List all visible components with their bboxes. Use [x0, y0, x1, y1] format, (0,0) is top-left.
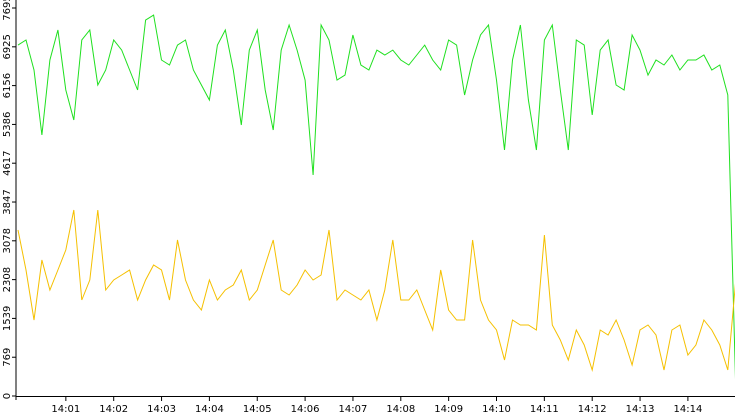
- y-tick-label: 7695: [2, 0, 13, 21]
- y-tick-label: 1539: [2, 306, 13, 331]
- x-tick-label: 14:05: [243, 404, 272, 415]
- x-tick-label: 14:13: [626, 404, 655, 415]
- x-tick-label: 14:11: [530, 404, 559, 415]
- x-tick-label: 14:09: [434, 404, 463, 415]
- x-tick-label: 14:12: [578, 404, 607, 415]
- y-tick-label: 6925: [2, 34, 13, 59]
- y-tick-label: 3847: [2, 189, 13, 214]
- y-tick-label: 6156: [2, 73, 13, 98]
- y-tick-label: 2308: [2, 267, 13, 292]
- x-tick-label: 14:14: [673, 404, 702, 415]
- y-tick-label: 5386: [2, 112, 13, 137]
- x-tick-label: 14:10: [482, 404, 511, 415]
- x-tick-label: 14:08: [386, 404, 415, 415]
- x-tick-label: 14:02: [99, 404, 128, 415]
- x-tick-label: 14:04: [195, 404, 224, 415]
- series-line: [17, 209, 735, 372]
- x-tick-label: 14:03: [147, 404, 176, 415]
- x-tick-label: 14:06: [291, 404, 320, 415]
- series-line: [17, 14, 735, 379]
- x-tick-label: 14:01: [51, 404, 80, 415]
- y-tick-label: 3078: [2, 228, 13, 253]
- y-tick-label: 0: [2, 393, 13, 399]
- y-tick-label: 4617: [2, 150, 13, 175]
- y-tick-label: 769: [2, 348, 13, 367]
- x-tick-label: 14:07: [339, 404, 368, 415]
